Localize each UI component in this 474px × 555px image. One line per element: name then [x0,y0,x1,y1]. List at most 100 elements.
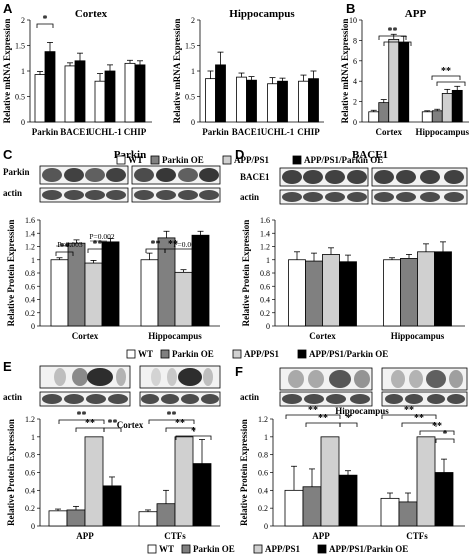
bar [288,259,306,327]
significance-label: * [443,429,448,440]
blot-band [391,370,405,388]
bar [267,83,278,123]
blot-band [167,368,177,386]
significance-label: ** [318,413,328,424]
category-label: CHIP [297,127,320,137]
category-label: APP [312,531,330,541]
bar [84,262,103,327]
blot-band [201,394,219,404]
category-label: Cortex [72,331,99,341]
y-tick-label: 1 [191,67,195,76]
legend-swatch [160,349,170,359]
blot-label: actin [3,188,22,198]
y-axis-label: Relative mRNA Expression [340,19,350,124]
y-tick-label: 1.4 [260,229,270,238]
legend-label-bot: WT [159,544,174,554]
y-tick-label: 1 [264,433,268,442]
blot-band [161,394,179,404]
category-label: Cortex [376,127,403,137]
legend-swatch [222,155,232,165]
legend-swatch [292,155,302,165]
blot-band [396,170,416,184]
blot-d-actin-left [279,189,369,205]
blot-band [106,168,126,182]
blot-band [42,168,62,182]
significance-label: ** [167,410,177,421]
blot-d-bace1-left [279,167,369,187]
blot-band [282,170,302,184]
blot-f-app [279,367,373,391]
blot-band [374,170,394,184]
significance-label: * [43,14,48,25]
blot-band [409,370,423,388]
inner-chart-label: Cortex [117,420,144,430]
y-tick-label: 0.2 [25,309,35,318]
y-tick-label: 2 [191,16,195,25]
legend-label-bot: Parkin OE [193,544,235,554]
blot-band [85,168,105,182]
y-axis-label: Relative mRNA Expression [172,19,182,124]
y-tick-label: 0.8 [25,269,35,278]
bar [102,485,122,527]
y-tick-label: 0 [31,322,35,331]
bar [441,93,453,123]
inner-chart-label: Hippocampus [335,406,389,416]
blot-d-bace1-right [371,167,468,187]
bar [383,259,401,327]
y-tick-label: 0.8 [258,451,268,460]
sig-bracket-e5 [165,427,195,432]
bar [192,463,212,527]
bar [451,89,463,123]
y-tick-label: 0 [264,522,268,531]
blot-band [308,370,324,388]
significance-label: ** [151,239,161,250]
blot-band [156,168,176,182]
sig-bracket-c1 [55,251,74,256]
bar [434,251,452,327]
blot-band [199,168,219,182]
blot-band [427,394,445,404]
blot-band [106,190,126,200]
y-tick-label: 1 [31,256,35,265]
panel-label: C [3,147,13,162]
significance-label: ** [404,405,414,416]
bar [134,64,146,123]
y-tick-label: 8 [353,36,357,45]
blot-band [151,368,161,386]
blot-band [447,394,465,404]
blot-band [396,192,416,202]
blot-band [178,190,198,200]
blot-e-actin-left [39,391,131,407]
significance-label: ** [388,26,398,37]
bar [94,80,106,123]
bar [124,62,136,123]
bar [368,111,380,123]
y-tick-label: 0 [191,118,195,127]
y-tick-label: 1.2 [260,243,270,252]
legend-swatch [297,349,307,359]
blot-label: actin [3,392,22,402]
blot-band [329,370,351,388]
bar [398,42,410,123]
y-tick-label: 2 [353,98,357,107]
blot-band [325,192,345,202]
bar [417,251,435,327]
y-tick-label: 0 [31,522,35,531]
bar [284,489,304,527]
y-axis-label: Relative Protein Expression [6,220,16,327]
bar [339,261,357,327]
blot-band [64,190,84,200]
blot-band [326,394,346,404]
bar [67,242,86,327]
sig-bracket-e6 [175,435,212,440]
legend-label-mid: Parkin OE [172,349,214,359]
bar [338,474,358,527]
blot-band [347,170,367,184]
bar [34,74,46,123]
category-label: Parkin [32,127,59,137]
bar [305,260,323,327]
bar [104,70,116,123]
significance-label: ** [175,418,185,429]
significance-label: ** [60,242,70,253]
bar [174,271,193,327]
